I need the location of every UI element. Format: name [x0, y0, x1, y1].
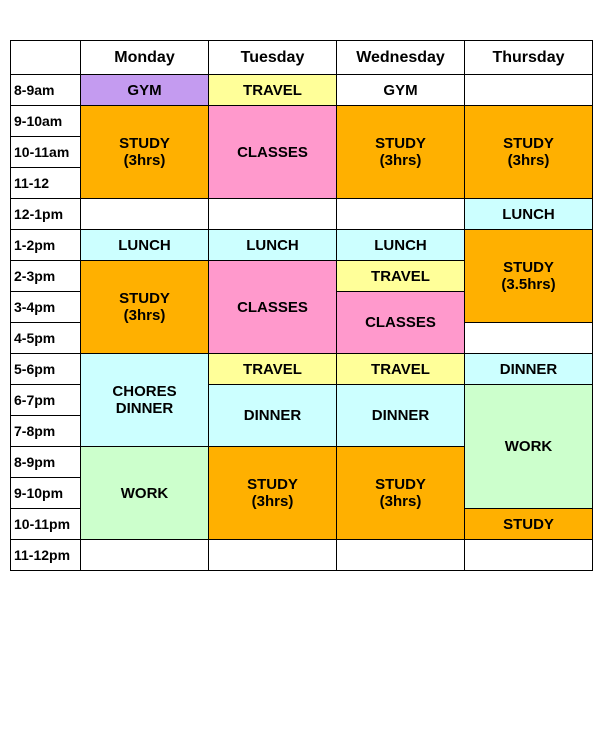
- schedule-cell: [337, 540, 465, 571]
- schedule-cell: LUNCH: [81, 230, 209, 261]
- time-label: 11-12: [11, 168, 81, 199]
- schedule-cell: DINNER: [209, 385, 337, 447]
- schedule-header: Monday Tuesday Wednesday Thursday: [11, 41, 593, 75]
- schedule-cell: LUNCH: [465, 199, 593, 230]
- schedule-cell: GYM: [337, 75, 465, 106]
- schedule-table: Monday Tuesday Wednesday Thursday 8-9amG…: [10, 40, 593, 571]
- table-row: 11-12pm: [11, 540, 593, 571]
- time-label: 11-12pm: [11, 540, 81, 571]
- schedule-cell: WORK: [81, 447, 209, 540]
- schedule-cell: TRAVEL: [209, 75, 337, 106]
- table-row: 5-6pmCHORESDINNERTRAVELTRAVELDINNER: [11, 354, 593, 385]
- schedule-cell: STUDY(3hrs): [337, 447, 465, 540]
- schedule-cell: [465, 323, 593, 354]
- table-row: 9-10amSTUDY(3hrs)CLASSESSTUDY(3hrs)STUDY…: [11, 106, 593, 137]
- schedule-cell: CHORESDINNER: [81, 354, 209, 447]
- schedule-cell: WORK: [465, 385, 593, 509]
- schedule-cell: STUDY(3hrs): [337, 106, 465, 199]
- schedule-cell: TRAVEL: [337, 354, 465, 385]
- table-row: 12-1pm LUNCH: [11, 199, 593, 230]
- time-label: 3-4pm: [11, 292, 81, 323]
- schedule-cell: [209, 540, 337, 571]
- schedule-cell: GYM: [81, 75, 209, 106]
- time-label: 10-11am: [11, 137, 81, 168]
- schedule-cell: STUDY(3hrs): [465, 106, 593, 199]
- schedule-cell: DINNER: [465, 354, 593, 385]
- schedule-cell: [337, 199, 465, 230]
- time-label: 8-9pm: [11, 447, 81, 478]
- table-row: 8-9amGYMTRAVELGYM: [11, 75, 593, 106]
- schedule-cell: DINNER: [337, 385, 465, 447]
- header-blank: [11, 41, 81, 75]
- schedule-cell: [465, 75, 593, 106]
- header-monday: Monday: [81, 41, 209, 75]
- time-label: 12-1pm: [11, 199, 81, 230]
- schedule-cell: LUNCH: [209, 230, 337, 261]
- schedule-cell: STUDY(3hrs): [81, 106, 209, 199]
- schedule-body: 8-9amGYMTRAVELGYM9-10amSTUDY(3hrs)CLASSE…: [11, 75, 593, 571]
- header-wednesday: Wednesday: [337, 41, 465, 75]
- time-label: 2-3pm: [11, 261, 81, 292]
- table-row: 1-2pmLUNCHLUNCHLUNCHSTUDY(3.5hrs): [11, 230, 593, 261]
- schedule-cell: STUDY(3.5hrs): [465, 230, 593, 323]
- time-label: 8-9am: [11, 75, 81, 106]
- time-label: 9-10am: [11, 106, 81, 137]
- schedule-cell: TRAVEL: [209, 354, 337, 385]
- schedule-cell: STUDY(3hrs): [81, 261, 209, 354]
- schedule-cell: [81, 199, 209, 230]
- time-label: 6-7pm: [11, 385, 81, 416]
- time-label: 4-5pm: [11, 323, 81, 354]
- time-label: 1-2pm: [11, 230, 81, 261]
- schedule-cell: [209, 199, 337, 230]
- time-label: 5-6pm: [11, 354, 81, 385]
- schedule-cell: CLASSES: [209, 106, 337, 199]
- header-tuesday: Tuesday: [209, 41, 337, 75]
- time-label: 10-11pm: [11, 509, 81, 540]
- time-label: 9-10pm: [11, 478, 81, 509]
- schedule-cell: CLASSES: [337, 292, 465, 354]
- schedule-cell: [465, 540, 593, 571]
- schedule-cell: STUDY(3hrs): [209, 447, 337, 540]
- schedule-cell: STUDY: [465, 509, 593, 540]
- schedule-cell: CLASSES: [209, 261, 337, 354]
- schedule-cell: [81, 540, 209, 571]
- schedule-cell: LUNCH: [337, 230, 465, 261]
- schedule-cell: TRAVEL: [337, 261, 465, 292]
- header-thursday: Thursday: [465, 41, 593, 75]
- time-label: 7-8pm: [11, 416, 81, 447]
